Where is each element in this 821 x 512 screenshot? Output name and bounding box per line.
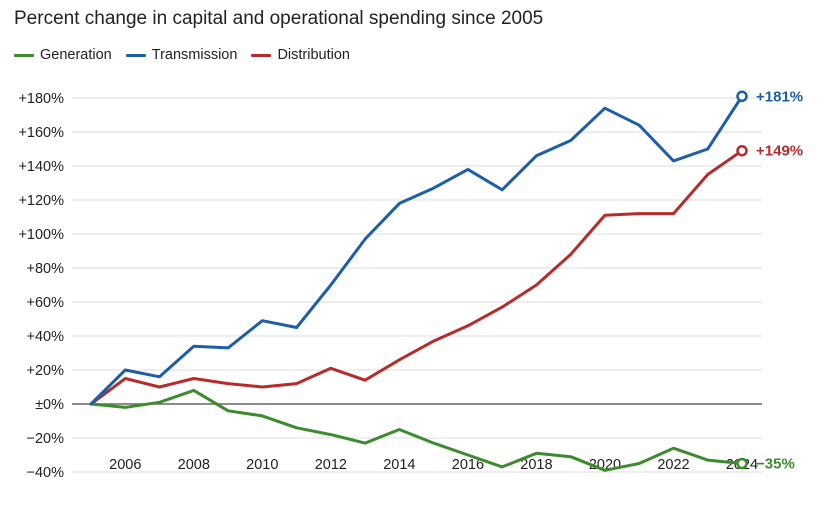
y-tick-label: +20%: [27, 363, 65, 379]
y-axis-ticks: +180% +160% +140% +120% +100% +80% +60% +40% +20…: [18, 91, 64, 481]
y-tick-label: +60%: [27, 295, 65, 311]
y-tick-label: +180%: [18, 91, 64, 107]
x-tick-label: 2010: [246, 457, 278, 473]
legend-label-distribution: Distribution: [277, 47, 350, 63]
series-line-transmission: [89, 94, 744, 406]
end-marker-distribution: [736, 144, 748, 157]
x-axis-ticks: 2006200820102012201420162018202020222024: [109, 457, 758, 473]
series-line-generation: [89, 388, 744, 472]
end-label-transmission: +181%: [756, 88, 803, 105]
legend-item-distribution: Distribution: [251, 47, 350, 63]
legend: Generation Transmission Distribution: [14, 47, 350, 63]
legend-swatch-distribution: [251, 53, 272, 57]
gridlines: [72, 97, 762, 473]
chart-title: Percent change in capital and operationa…: [14, 8, 544, 29]
series-line-distribution: [89, 149, 744, 406]
y-tick-label: −20%: [27, 431, 65, 447]
y-tick-label: +40%: [27, 329, 65, 345]
end-marker-transmission: [736, 90, 748, 103]
legend-swatch-transmission: [125, 53, 146, 57]
x-tick-label: 2022: [657, 457, 689, 473]
legend-item-generation: Generation: [14, 47, 112, 63]
series-lines: [89, 94, 744, 472]
y-tick-label: +100%: [18, 227, 64, 243]
x-tick-label: 2014: [383, 457, 415, 473]
series-end-markers: −35% +181% +149%: [736, 88, 803, 473]
legend-label-generation: Generation: [40, 47, 112, 63]
end-marker-generation: [736, 457, 748, 470]
legend-label-transmission: Transmission: [151, 47, 238, 63]
y-tick-label: +80%: [27, 261, 65, 277]
x-tick-label: 2012: [315, 457, 347, 473]
end-label-distribution: +149%: [756, 143, 803, 160]
end-label-generation: −35%: [756, 456, 795, 473]
x-tick-label: 2016: [452, 457, 484, 473]
y-tick-label: +160%: [18, 125, 64, 141]
y-tick-label: ±0%: [35, 397, 64, 413]
x-tick-label: 2018: [520, 457, 552, 473]
legend-swatch-generation: [14, 53, 34, 57]
legend-item-transmission: Transmission: [125, 47, 238, 63]
y-tick-label: +120%: [18, 193, 64, 209]
y-tick-label: +140%: [18, 159, 64, 175]
y-tick-label: −40%: [27, 465, 65, 481]
x-tick-label: 2008: [178, 457, 210, 473]
x-tick-label: 2006: [109, 457, 141, 473]
